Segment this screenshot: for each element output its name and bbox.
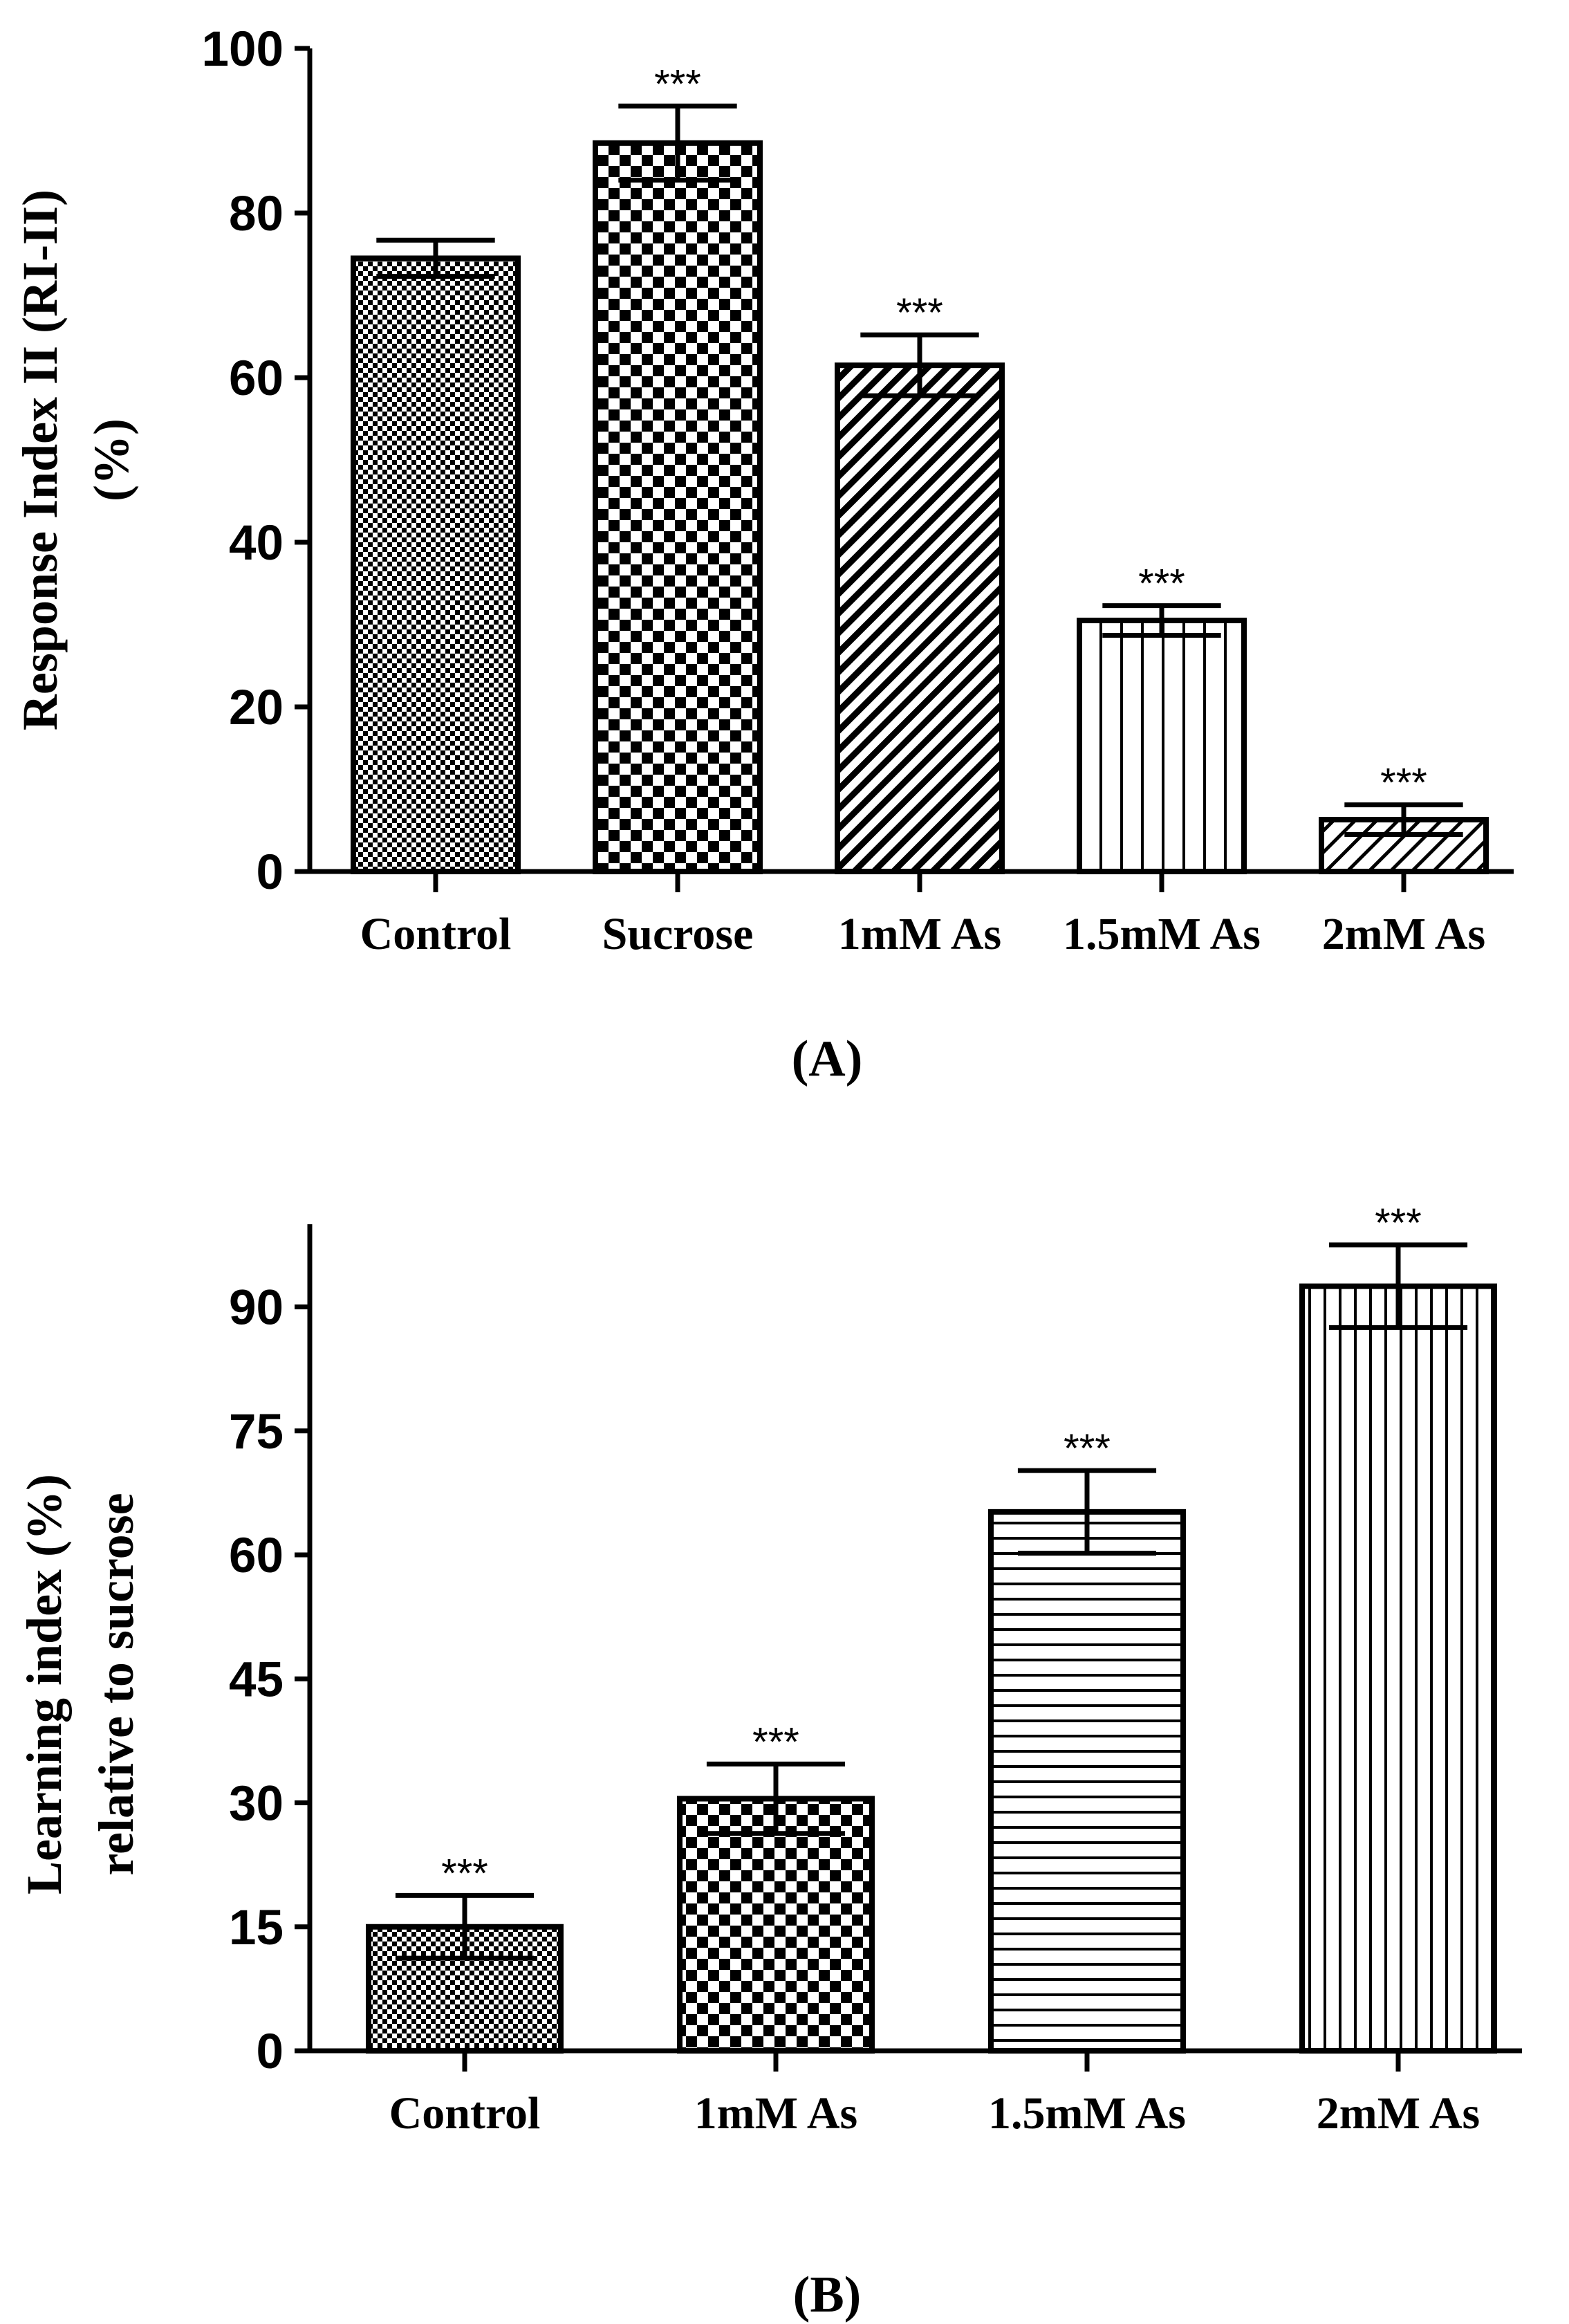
significance-label: *** — [654, 62, 701, 107]
panel-a-chart: 0 20 40 60 80 100 Control Sucrose *** 1mM As *** 1.… — [12, 22, 1514, 1087]
x-tick-label: 2mM As — [1322, 909, 1485, 959]
bar — [1079, 620, 1244, 872]
y-tick-label: 40 — [229, 516, 284, 571]
y-tick-label: 0 — [257, 2025, 284, 2079]
x-tick-label: 1.5mM As — [1063, 909, 1261, 959]
y-axis-label: Learning index (%) — [17, 1474, 72, 1894]
bar — [680, 1799, 872, 2051]
significance-label: *** — [1380, 761, 1427, 806]
y-tick-label: 80 — [229, 187, 284, 241]
significance-label: *** — [752, 1719, 799, 1764]
y-tick-label: 90 — [229, 1281, 284, 1336]
y-tick-label: 60 — [229, 1529, 284, 1583]
y-tick-label: 45 — [229, 1652, 284, 1707]
bar — [991, 1512, 1183, 2051]
x-tick-label: 1.5mM As — [988, 2088, 1186, 2139]
panel-b-chart: 0 15 30 45 60 75 90 Control *** 1mM As *** 1.5mM As… — [17, 1201, 1522, 2323]
y-tick-label: 30 — [229, 1777, 284, 1832]
y-axis-label: Response Index II (RI-II) — [12, 190, 68, 730]
bar — [837, 365, 1002, 872]
significance-label: *** — [441, 1851, 488, 1896]
significance-label: *** — [1064, 1426, 1111, 1471]
y-tick-label: 100 — [202, 22, 284, 77]
significance-label: *** — [1375, 1201, 1422, 1246]
x-tick-label: Sucrose — [602, 909, 754, 959]
x-tick-label: Control — [389, 2088, 541, 2139]
y-tick-label: 60 — [229, 351, 284, 406]
bar — [595, 143, 760, 872]
y-tick-label: 15 — [229, 1901, 284, 1955]
significance-label: *** — [896, 290, 943, 335]
significance-label: *** — [1138, 562, 1185, 607]
y-axis-label: relative to sucrose — [89, 1493, 144, 1875]
y-tick-label: 75 — [229, 1405, 284, 1459]
panel-label: (A) — [792, 1031, 863, 1087]
y-tick-label: 0 — [257, 845, 284, 900]
figure: 0 20 40 60 80 100 Control Sucrose *** 1mM As *** 1.… — [0, 0, 1569, 2324]
x-tick-label: Control — [360, 909, 512, 959]
bar — [353, 258, 518, 872]
x-tick-label: 1mM As — [838, 909, 1001, 959]
x-tick-label: 2mM As — [1317, 2088, 1480, 2139]
bar — [1302, 1286, 1494, 2051]
y-tick-label: 20 — [229, 681, 284, 735]
y-axis-label: (%) — [84, 418, 139, 501]
x-tick-label: 1mM As — [694, 2088, 857, 2139]
panel-label: (B) — [793, 2267, 862, 2323]
